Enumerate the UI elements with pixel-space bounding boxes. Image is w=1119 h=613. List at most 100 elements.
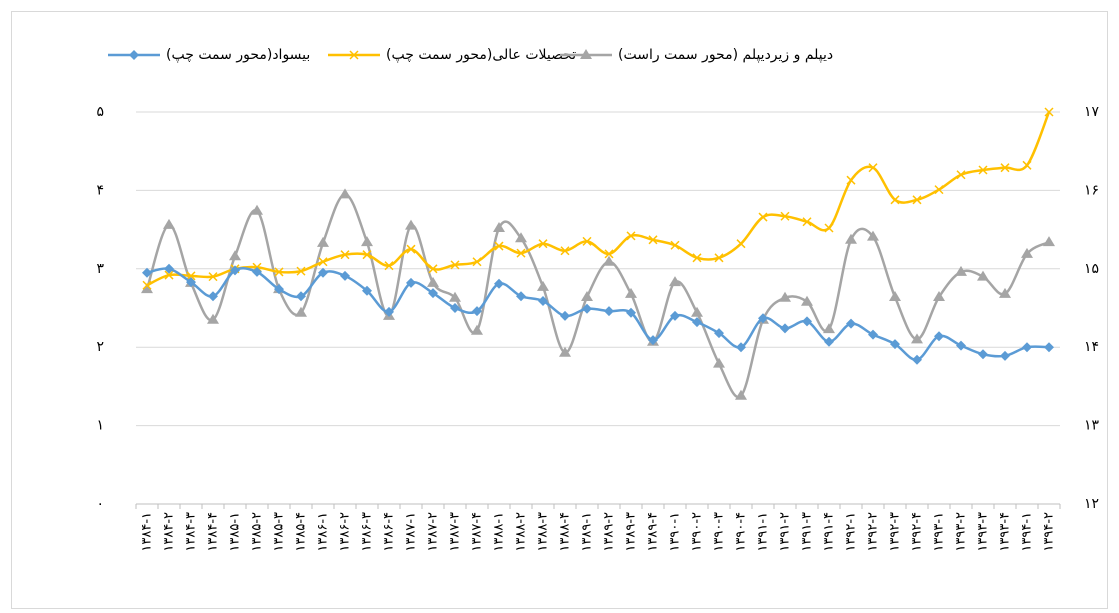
x-tick-label: ۱۳۸۴-۱ (140, 512, 155, 552)
x-tick-label: ۱۳۸۶-۳ (360, 512, 375, 552)
point (296, 266, 306, 276)
point (559, 346, 571, 357)
point (472, 257, 482, 267)
x-tick-label: ۱۳۸۸-۴ (558, 512, 573, 552)
point (318, 267, 328, 278)
y-tick-label: ۳ (96, 261, 104, 277)
x-tick-label: ۱۳۸۶-۱ (316, 512, 331, 552)
point (361, 236, 373, 247)
legend-label: بیسواد(محور سمت چپ) (166, 47, 310, 63)
point (362, 285, 372, 296)
x-tick-label: ۱۳۹۲-۳ (888, 512, 903, 552)
point (802, 217, 812, 227)
point (868, 163, 878, 173)
point (449, 291, 461, 302)
point (340, 250, 350, 260)
x-tick-label: ۱۳۸۸-۳ (536, 512, 551, 552)
point (494, 278, 504, 289)
point (868, 329, 878, 340)
point (229, 250, 241, 261)
x-tick-label: ۱۳۹۲-۱ (844, 512, 859, 552)
point (670, 240, 680, 250)
point (802, 316, 812, 327)
point (1044, 342, 1054, 353)
point (493, 222, 505, 233)
x-tick-label: ۱۳۸۷-۲ (426, 512, 441, 552)
point (186, 277, 196, 288)
x-tick-label: ۱۳۹۳-۲ (954, 512, 969, 552)
point (560, 246, 570, 256)
point (581, 291, 593, 302)
x-tick-label: ۱۳۸۶-۴ (382, 512, 397, 552)
point (450, 303, 460, 313)
x-tick-label: ۱۳۹۱-۲ (778, 512, 793, 552)
point (845, 233, 857, 244)
x-tick-label: ۱۳۸۷-۴ (470, 512, 485, 552)
point (295, 306, 307, 317)
point (428, 288, 438, 299)
point (889, 291, 901, 302)
x-tick-label: ۱۳۹۰-۱ (668, 512, 683, 552)
point (626, 307, 636, 318)
x-tick-label: ۱۳۹۲-۴ (910, 512, 925, 552)
point (692, 317, 702, 328)
point (714, 328, 724, 339)
point (977, 270, 989, 281)
point (516, 248, 526, 258)
point (406, 277, 416, 288)
y-tick-label: ۴ (96, 182, 104, 198)
point (955, 265, 967, 276)
point (208, 291, 218, 302)
x-tick-label: ۱۳۹۱-۳ (800, 512, 815, 552)
point (349, 50, 359, 60)
point (405, 219, 417, 230)
point (1000, 350, 1010, 361)
x-tick-label: ۱۳۹۰-۴ (734, 512, 749, 552)
point (824, 336, 834, 347)
point (779, 291, 791, 302)
point (604, 249, 614, 259)
point (208, 272, 218, 282)
point (625, 287, 637, 298)
x-tick-label: ۱۳۸۸-۱ (492, 512, 507, 552)
x-tick-label: ۱۳۹۴-۱ (1020, 512, 1035, 552)
point (515, 232, 527, 243)
x-tick-label: ۱۳۸۵-۲ (250, 512, 265, 552)
x-tick-label: ۱۳۸۵-۱ (228, 512, 243, 552)
x-tick-label: ۱۳۹۳-۴ (998, 512, 1013, 552)
point (427, 276, 439, 287)
point (129, 50, 139, 60)
point (1022, 160, 1032, 170)
point (538, 239, 548, 249)
x-tick-label: ۱۳۹۱-۱ (756, 512, 771, 552)
y-tick-label: ۱ (96, 418, 104, 434)
y2-tick-label: ۱۶ (1084, 182, 1099, 198)
point (450, 260, 460, 270)
point (494, 241, 504, 251)
point (1022, 342, 1032, 353)
point (538, 295, 548, 306)
x-tick-label: ۱۳۸۹-۳ (624, 512, 639, 552)
x-tick-label: ۱۳۸۴-۴ (206, 512, 221, 552)
point (736, 239, 746, 249)
point (296, 291, 306, 302)
point (252, 266, 262, 277)
point (472, 306, 482, 317)
point (340, 270, 350, 281)
point (339, 188, 351, 199)
x-tick-label: ۱۳۸۴-۲ (162, 512, 177, 552)
point (603, 255, 615, 266)
x-tick-label: ۱۳۹۴-۲ (1042, 512, 1057, 552)
point (428, 264, 438, 274)
point (735, 389, 747, 400)
x-tick-label: ۱۳۸۷-۱ (404, 512, 419, 552)
point (516, 291, 526, 302)
point (823, 323, 835, 334)
point (384, 261, 394, 271)
point (736, 342, 746, 353)
point (890, 339, 900, 350)
point (142, 267, 152, 278)
point (274, 284, 284, 295)
x-tick-label: ۱۳۹۳-۱ (932, 512, 947, 552)
point (780, 323, 790, 334)
